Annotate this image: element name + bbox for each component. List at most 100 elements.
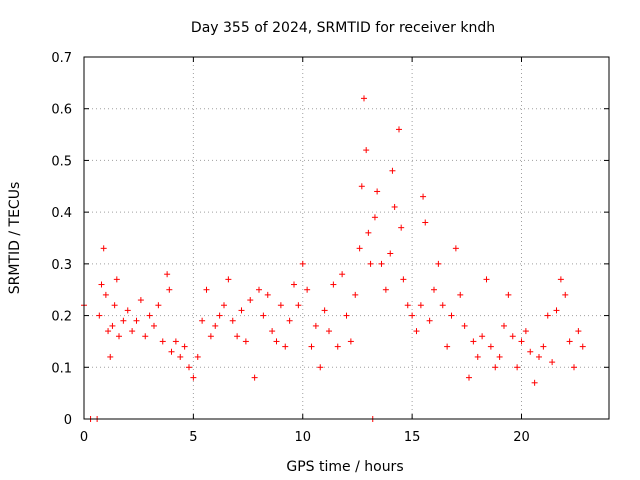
y-tick-label: 0.7 [51, 51, 72, 66]
data-point [190, 374, 197, 381]
data-point [299, 260, 306, 267]
data-point [378, 260, 385, 267]
data-point [501, 322, 507, 329]
y-tick-label: 0.2 [51, 310, 72, 325]
data-point [242, 338, 249, 345]
data-point [229, 317, 236, 324]
data-point [571, 364, 577, 371]
data-point [358, 183, 365, 190]
data-point [124, 307, 131, 314]
data-point [483, 276, 490, 283]
data-point [260, 312, 267, 319]
data-point [487, 343, 494, 350]
x-tick-label: 15 [404, 430, 421, 445]
data-point [113, 276, 120, 283]
data-point [531, 379, 538, 386]
data-point [225, 276, 232, 283]
data-point [264, 291, 271, 298]
data-point [102, 291, 109, 298]
data-point [111, 302, 118, 309]
data-point [133, 317, 140, 324]
data-point [291, 281, 297, 288]
data-point [159, 338, 166, 345]
data-point [286, 317, 293, 324]
data-point [212, 322, 219, 329]
data-point [470, 338, 477, 345]
x-tick-label: 0 [80, 430, 88, 445]
data-point [166, 286, 173, 293]
data-point [251, 374, 258, 381]
data-point [282, 343, 289, 350]
data-point [308, 343, 315, 350]
x-tick-label: 20 [513, 430, 530, 445]
data-point [107, 353, 114, 360]
data-point [461, 322, 468, 329]
data-point [203, 286, 210, 293]
data-point [431, 286, 437, 293]
data-point [199, 317, 206, 324]
data-point [100, 245, 107, 252]
data-point [387, 250, 394, 257]
y-tick-label: 0.5 [51, 154, 72, 169]
data-points [81, 95, 586, 422]
data-point [194, 353, 201, 360]
chart-title: Day 355 of 2024, SRMTID for receiver knd… [191, 20, 495, 36]
x-tick-label: 10 [294, 430, 311, 445]
data-point [444, 343, 451, 350]
data-point [116, 333, 122, 340]
data-point [172, 338, 179, 345]
y-tick-label: 0 [64, 413, 72, 428]
data-point [417, 302, 424, 309]
data-point [304, 286, 311, 293]
data-point [330, 281, 337, 288]
data-point [334, 343, 341, 350]
data-point [549, 359, 556, 366]
data-point [389, 167, 396, 174]
data-point [413, 328, 420, 335]
data-point [409, 312, 416, 319]
data-point [361, 95, 367, 102]
data-point [363, 147, 370, 154]
data-point [457, 291, 464, 298]
data-point [120, 317, 127, 324]
data-point [256, 286, 262, 293]
data-point [514, 364, 521, 371]
data-point [343, 312, 350, 319]
data-point [186, 364, 192, 371]
plot-frame [83, 56, 610, 420]
data-point [553, 307, 560, 314]
data-point [536, 353, 542, 360]
data-point [177, 353, 184, 360]
data-point [391, 203, 398, 210]
data-point [137, 297, 144, 304]
data-point [562, 291, 569, 298]
data-point [168, 348, 175, 355]
x-axis-label: GPS time / hours [286, 459, 403, 475]
data-point [540, 343, 547, 350]
data-point [356, 245, 363, 252]
data-point [142, 333, 149, 340]
data-point [347, 338, 354, 345]
data-point [326, 328, 332, 335]
data-point [566, 338, 573, 345]
data-point [155, 302, 162, 309]
data-point [492, 364, 499, 371]
data-point [505, 291, 512, 298]
data-point [527, 348, 534, 355]
data-point [221, 302, 227, 309]
data-point [466, 374, 472, 381]
data-point [400, 276, 407, 283]
data-point [367, 260, 374, 267]
data-point [479, 333, 486, 340]
data-point [216, 312, 223, 319]
data-point [321, 307, 328, 314]
data-point [426, 317, 433, 324]
data-point [522, 328, 529, 335]
data-point [396, 126, 402, 133]
data-point [98, 281, 105, 288]
data-point [146, 312, 153, 319]
data-point [509, 333, 516, 340]
data-point [277, 302, 284, 309]
data-point [374, 188, 381, 195]
